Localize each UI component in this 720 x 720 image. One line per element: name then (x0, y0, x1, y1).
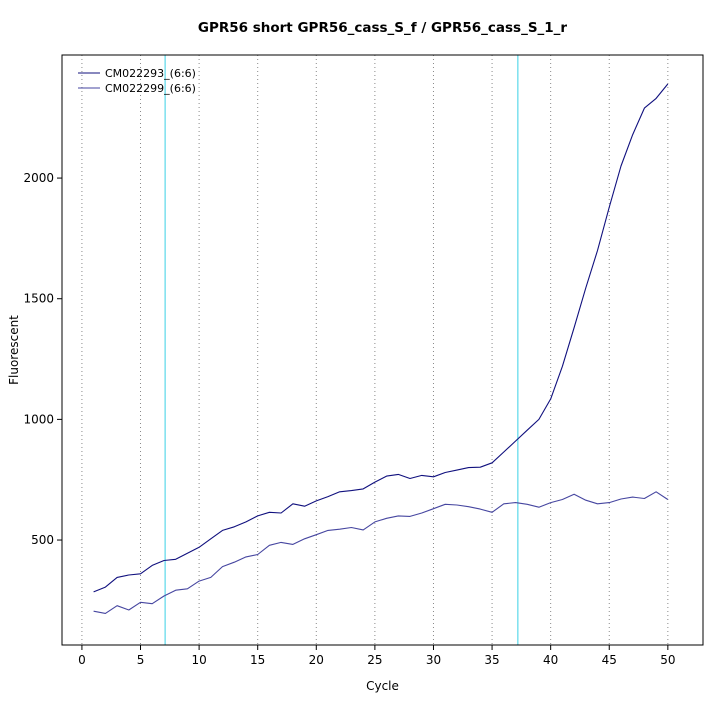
plot-box (61, 54, 704, 646)
x-tick-label: 40 (543, 653, 558, 667)
y-tick-label: 1500 (23, 292, 54, 306)
x-tick-label: 50 (660, 653, 675, 667)
legend-label: CM022293_(6:6) (105, 67, 196, 80)
y-axis-label: Fluorescent (7, 315, 21, 385)
series-line (93, 83, 669, 593)
x-tick-label: 20 (309, 653, 324, 667)
x-tick-label: 30 (426, 653, 441, 667)
y-tick-label: 2000 (23, 171, 54, 185)
x-tick-label: 45 (602, 653, 617, 667)
chart-title: GPR56 short GPR56_cass_S_f / GPR56_cass_… (198, 20, 568, 36)
legend-label: CM022299_(6:6) (105, 82, 196, 95)
x-tick-label: 5 (137, 653, 145, 667)
x-tick-label: 0 (78, 653, 86, 667)
x-tick-label: 35 (484, 653, 499, 667)
y-tick-label: 500 (31, 533, 54, 547)
x-axis-label: Cycle (366, 679, 399, 693)
x-tick-label: 10 (191, 653, 206, 667)
y-tick-label: 1000 (23, 412, 54, 426)
x-tick-label: 15 (250, 653, 265, 667)
series-line (93, 491, 669, 614)
x-tick-label: 25 (367, 653, 382, 667)
